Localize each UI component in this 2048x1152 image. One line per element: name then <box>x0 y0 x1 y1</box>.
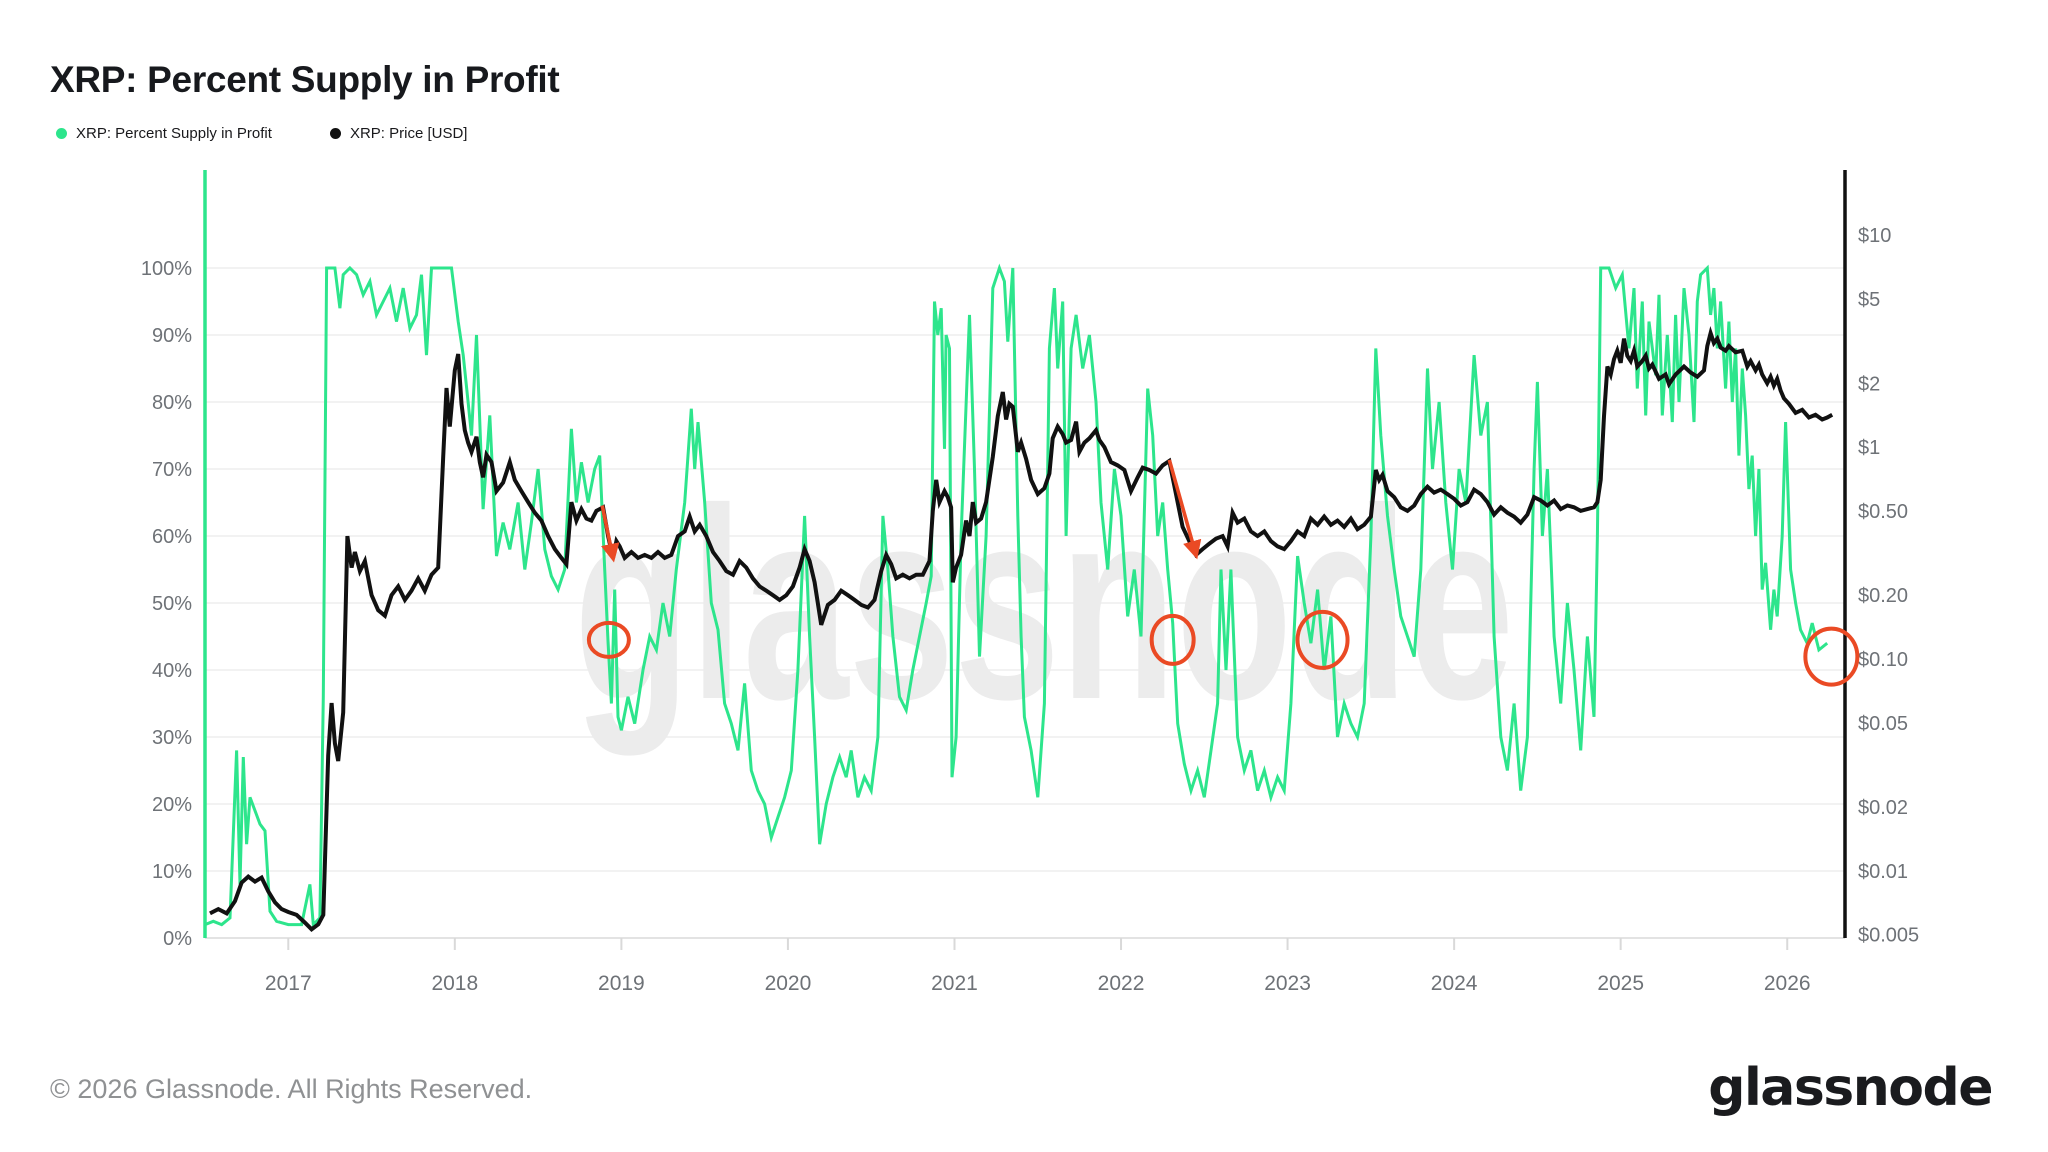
annotation-circle <box>1295 609 1350 670</box>
left-axis-label: 20% <box>152 794 192 816</box>
right-axis-label: $0.05 <box>1858 713 1908 735</box>
left-axis-label: 0% <box>163 928 192 950</box>
percent-supply-in-profit-line <box>204 263 1829 928</box>
left-axis-label: 80% <box>152 392 192 414</box>
legend-label-percent-supply: XRP: Percent Supply in Profit <box>76 125 272 142</box>
legend: XRP: Percent Supply in Profit XRP: Price… <box>56 125 467 142</box>
x-axis-label: 2024 <box>1431 972 1478 995</box>
price-line <box>209 326 1834 932</box>
black-dot-icon <box>329 128 341 139</box>
right-axis-label: $0.50 <box>1858 501 1908 523</box>
annotation-circle <box>1803 626 1860 687</box>
right-axis-label: $2 <box>1858 373 1880 395</box>
left-axis-label: 60% <box>152 526 192 548</box>
x-axis-label: 2026 <box>1764 972 1811 995</box>
copyright-text: © 2026 Glassnode. All Rights Reserved. <box>50 1074 533 1104</box>
right-axis-label: $0.10 <box>1858 649 1908 671</box>
green-dot-icon <box>56 128 67 139</box>
x-axis-label: 2020 <box>765 972 812 995</box>
annotation-arrow <box>1167 459 1202 560</box>
left-axis-label: 30% <box>152 727 192 749</box>
left-axis-label: 90% <box>152 325 192 347</box>
glassnode-logo: glassnode <box>1708 1058 1993 1118</box>
right-axis-label: $0.02 <box>1858 797 1908 819</box>
right-axis-label: $0.01 <box>1858 861 1908 883</box>
x-axis-label: 2022 <box>1098 972 1145 995</box>
x-axis-label: 2025 <box>1597 972 1644 995</box>
x-axis-label: 2018 <box>431 972 478 995</box>
legend-item-percent-supply[interactable]: XRP: Percent Supply in Profit <box>56 125 272 142</box>
page-title: XRP: Percent Supply in Profit <box>50 58 560 100</box>
legend-label-price: XRP: Price [USD] <box>349 125 468 142</box>
left-axis-label: 50% <box>152 593 192 615</box>
right-axis-label: $5 <box>1858 289 1880 311</box>
x-axis-label: 2023 <box>1264 972 1311 995</box>
annotation-circle <box>1149 613 1196 666</box>
annotation-circle <box>586 620 631 659</box>
annotation-arrow <box>600 505 620 563</box>
left-axis-label: 10% <box>152 861 192 883</box>
x-axis-label: 2017 <box>265 972 312 995</box>
right-axis-label: $0.005 <box>1858 925 1919 947</box>
right-axis-label: $10 <box>1858 225 1891 247</box>
right-axis-label: $0.20 <box>1858 585 1908 607</box>
left-axis-label: 70% <box>152 459 192 481</box>
x-axis-label: 2021 <box>931 972 978 995</box>
legend-item-price[interactable]: XRP: Price [USD] <box>329 125 468 142</box>
left-axis-label: 100% <box>141 258 192 280</box>
x-axis-label: 2019 <box>598 972 645 995</box>
right-axis-label: $1 <box>1858 437 1880 459</box>
left-axis-label: 40% <box>152 660 192 682</box>
